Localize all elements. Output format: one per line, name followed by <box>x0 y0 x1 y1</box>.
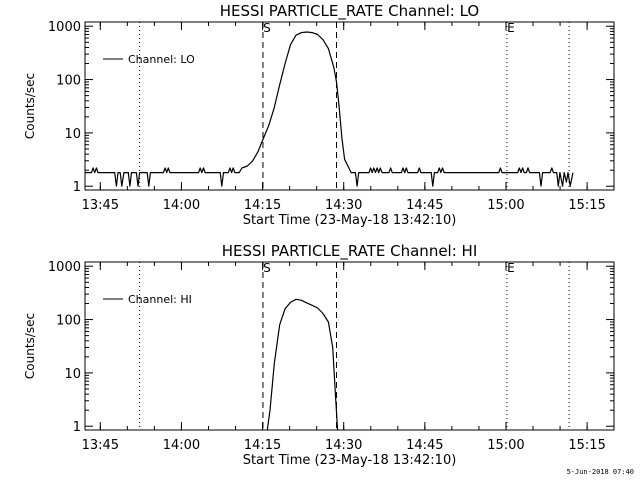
chart1-x-tick-label: 14:15 <box>244 198 281 213</box>
chart1-x-tick-label: 13:45 <box>82 198 119 213</box>
chart2-x-axis-label: Start Time (23-May-18 13:42:10) <box>243 453 457 468</box>
chart1-y-tick-label: 100 <box>56 74 81 89</box>
chart2-x-tick-label: 14:15 <box>244 438 281 453</box>
chart1-x-tick-label: 14:45 <box>406 198 443 213</box>
chart1-x-axis-label: Start Time (23-May-18 13:42:10) <box>243 213 457 228</box>
chart1-y-tick-label: 1 <box>73 180 81 195</box>
chart1-y-tick-label: 1000 <box>48 20 81 35</box>
chart1-x-tick-label: 14:30 <box>325 198 362 213</box>
chart1-x-tick-label: 15:00 <box>487 198 524 213</box>
footer-date: 5-Jun-2018 07:40 <box>566 468 634 476</box>
chart2-marker-label: E <box>507 261 515 275</box>
chart2-x-tick-label: 15:15 <box>568 438 605 453</box>
chart2-plot-frame <box>84 261 615 431</box>
chart2-legend-label: Channel: HI <box>128 293 192 306</box>
chart1-marker-label: E <box>507 21 515 35</box>
chart2-x-tick-label: 14:00 <box>163 438 200 453</box>
chart1-y-axis-label: Counts/sec <box>23 73 37 139</box>
chart2-x-tick-label: 15:00 <box>487 438 524 453</box>
chart2-series-line <box>266 298 339 431</box>
chart2-x-tick-label: 14:45 <box>406 438 443 453</box>
chart1-y-tick-label: 10 <box>64 127 81 142</box>
chart2-title: HESSI PARTICLE_RATE Channel: HI <box>222 242 478 261</box>
chart2-y-tick-label: 1 <box>73 420 81 435</box>
chart2-x-tick-label: 13:45 <box>82 438 119 453</box>
chart2-y-axis-label: Counts/sec <box>23 313 37 379</box>
chart2-marker-label: S <box>263 261 271 275</box>
chart2-y-tick-label: 100 <box>56 314 81 329</box>
chart1-plot-frame <box>84 21 615 191</box>
chart1-series-line <box>85 31 574 187</box>
chart1-legend-label: Channel: LO <box>128 53 195 66</box>
chart2-y-tick-label: 10 <box>64 367 81 382</box>
chart1-marker-label: S <box>263 21 271 35</box>
chart1-x-tick-label: 15:15 <box>568 198 605 213</box>
chart2-x-tick-label: 14:30 <box>325 438 362 453</box>
chart1-title: HESSI PARTICLE_RATE Channel: LO <box>220 2 479 21</box>
chart2-y-tick-label: 1000 <box>48 260 81 275</box>
chart1-x-tick-label: 14:00 <box>163 198 200 213</box>
